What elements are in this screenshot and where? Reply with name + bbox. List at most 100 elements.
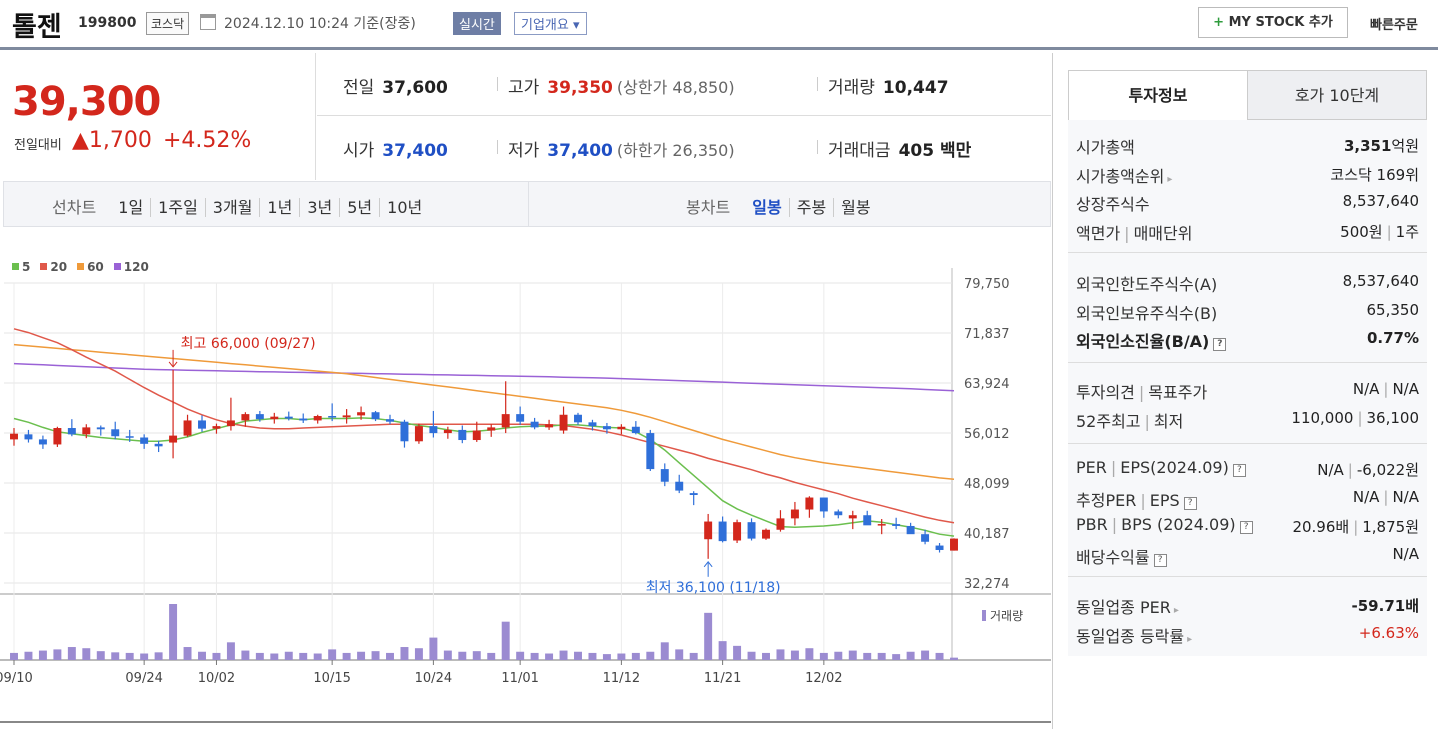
info-row[interactable]: 배당수익률? N/A [1076,540,1419,568]
period-line-6[interactable]: 10년 [379,198,430,217]
info-row: 시가총액 3,351억원 [1076,130,1419,158]
calendar-icon [200,14,216,30]
info-value: N/A [1317,461,1344,479]
period-line-4[interactable]: 3년 [299,198,340,217]
info-row[interactable]: PBR | BPS (2024.09)? 20.96배 | 1,875원 [1076,515,1419,536]
period-line-0[interactable]: 1일 [118,198,144,217]
info-row[interactable]: 추정PER | EPS? N/A | N/A [1076,487,1419,510]
volume-bar [747,651,756,660]
candle-body [38,439,47,445]
candle-body [429,426,438,434]
quick-order-button[interactable]: 빠른주문 [1370,18,1418,33]
volume-bar [805,648,814,660]
add-mystock-button[interactable]: + MY STOCK 추가 [1198,7,1348,38]
volume-bar [313,653,322,660]
candle-body [501,414,510,428]
info-value: 65,350 [1366,300,1420,319]
realtime-button[interactable]: 실시간 [453,12,501,35]
x-tick-label: 10/24 [415,671,452,686]
candle-body [935,545,944,550]
volume-bar [906,651,915,660]
info-value-2: N/A [1392,380,1419,398]
candle-body [762,529,770,539]
x-tick-label: 11/21 [704,671,741,686]
stock-name: 톨젠 [12,12,62,43]
volume-bar [848,650,857,660]
candle-body [443,429,452,434]
info-label-2: BPS (2024.09) [1121,515,1236,534]
candle-body [183,420,192,436]
info-label: 외국인소진율(B/A) [1076,332,1210,351]
caret-right-icon: ▸ [1173,605,1179,616]
volume-bar [414,648,423,660]
candle-body [313,416,322,421]
info-row[interactable]: PER | EPS(2024.09)? N/A | -6,022원 [1076,458,1419,479]
volume-bar [429,637,438,660]
volume-bar [241,650,250,660]
candle-body [631,426,640,434]
candle-body [241,414,250,421]
period-candle-1[interactable]: 주봉 [788,198,834,217]
info-row: 액면가 | 매매단위 500원 | 1주 [1076,222,1419,243]
info-label: 동일업종 등락률 [1076,626,1185,646]
ma120-line [13,362,955,392]
info-row[interactable]: 외국인소진율(B/A)? 0.77% [1076,324,1419,352]
volume-bar [646,651,655,660]
price-chart[interactable]: 79,750 71,837 63,924 56,012 48,099 40,187 32,2… [0,228,1051,729]
volume-bar [125,652,134,660]
info-value: 0.77% [1366,329,1419,347]
candle-body [284,416,293,419]
tab-orderbook[interactable]: 호가 10단계 [1247,70,1427,120]
info-value: N/A [1392,544,1419,563]
candle-body [10,433,18,440]
info-row[interactable]: 시가총액순위 ▸ 코스닥 169위 [1076,159,1419,187]
x-tick-label: 12/02 [805,671,842,686]
candle-body [270,416,279,420]
volume-bar [472,651,481,660]
volume-bar [501,621,510,660]
volume-bar [67,647,76,660]
line-chart-label: 선차트 [52,198,97,217]
info-value: -59.71배 [1351,597,1419,615]
period-candle-0[interactable]: 일봉 [752,198,782,217]
volume-bar [24,651,33,660]
ma5-line [13,417,955,537]
info-label: 추정PER [1076,490,1137,510]
period-line-2[interactable]: 3개월 [204,198,260,217]
candle-body [950,538,958,551]
tab-invest-info[interactable]: 투자정보 [1068,70,1248,120]
info-value: 500원 [1340,222,1383,241]
help-icon[interactable]: ? [1153,553,1167,567]
volume-bar [718,641,727,660]
candle-body [704,521,713,540]
info-row[interactable]: 동일업종 PER ▸ -59.71배 [1076,590,1419,618]
corp-info-dropdown[interactable]: 기업개요 ▾ [514,12,587,35]
low-arrow-head [703,561,713,568]
help-icon[interactable]: ? [1183,496,1197,510]
candle-body [458,429,467,441]
volume-bar [631,652,640,660]
volume-bar [299,652,308,660]
candle-body [790,509,799,519]
timestamp: 2024.12.10 10:24 기준(장중) [224,16,416,32]
period-line-3[interactable]: 1년 [259,198,300,217]
help-icon[interactable]: ? [1232,464,1246,477]
price-summary: 39,300 전일대비 ▲1,700 +4.52% [0,53,316,180]
candle-body [559,414,568,431]
volume-bar [545,653,554,660]
info-label: 투자의견 [1076,383,1135,402]
legend-ma20: 20 [40,260,67,274]
period-candle-2[interactable]: 월봉 [833,198,878,217]
info-row[interactable]: 동일업종 등락률 ▸ +6.63% [1076,619,1419,647]
help-icon[interactable]: ? [1213,338,1227,351]
period-line-1[interactable]: 1주일 [150,198,205,217]
caret-right-icon: ▸ [1187,633,1193,645]
volume-bar [790,650,799,660]
invest-info-panel: 시가총액 3,351억원 시가총액순위 ▸ 코스닥 169위 상장주식수 8,537,640… [1068,120,1427,656]
info-value: 8,537,640 [1342,192,1419,210]
period-line-5[interactable]: 5년 [339,198,380,217]
market-badge: 코스닥 [146,12,190,35]
help-icon[interactable]: ? [1239,521,1253,534]
stock-header: 톨젠 199800 코스닥 2024.12.10 10:24 기준(장중) 실시… [0,0,1438,50]
candle-body [660,469,669,482]
